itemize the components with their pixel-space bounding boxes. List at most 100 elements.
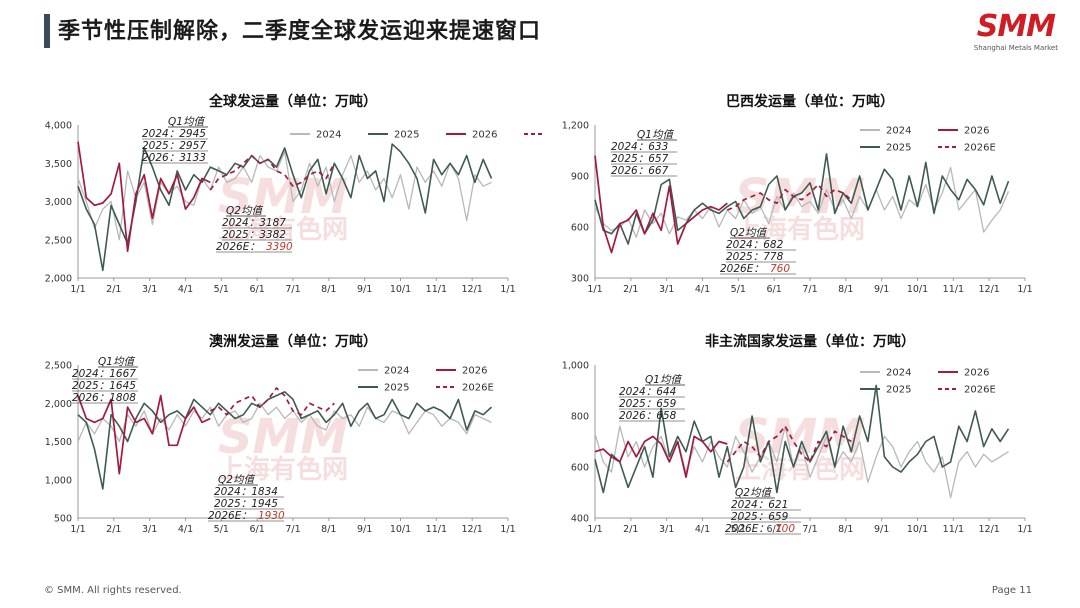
q2-value-line: 2024：621 <box>731 499 788 511</box>
watermark-text: 上海有色网 <box>218 454 348 485</box>
x-tick-label: 11/1 <box>426 284 447 295</box>
q1-label: Q1均值 <box>98 356 135 368</box>
x-tick-label: 6/1 <box>250 284 265 295</box>
q2-forecast-prefix: 2026E： <box>208 510 252 522</box>
y-tick-label: 2,000 <box>45 274 72 285</box>
y-tick-label: 1,000 <box>562 361 589 372</box>
q1-value-line: 2024：1667 <box>72 368 136 380</box>
x-tick-label: 7/1 <box>285 284 300 295</box>
q2-value-line: 2024：682 <box>726 239 784 251</box>
x-tick-label: 1/1 <box>587 524 602 535</box>
legend-label-2026: 2026 <box>472 130 497 141</box>
series-line-2026E <box>726 425 852 463</box>
q2-value-line: 2025：1945 <box>214 498 278 510</box>
chart-title: 非主流国家发运量（单位：万吨） <box>705 333 915 350</box>
x-tick-label: 1/1 <box>500 284 515 295</box>
y-tick-label: 1,200 <box>562 121 589 132</box>
x-tick-label: 5/1 <box>731 284 746 295</box>
x-tick-label: 9/1 <box>874 284 889 295</box>
y-tick-label: 600 <box>571 223 589 234</box>
legend-label-2026: 2026 <box>964 126 989 137</box>
legend-label-2026E: 2026E <box>964 143 996 154</box>
q2-value-line: 2024：3187 <box>222 217 286 229</box>
legend-label-2024: 2024 <box>886 126 911 137</box>
q1-value-line: 2025：657 <box>611 153 669 165</box>
x-tick-label: 1/1 <box>587 284 602 295</box>
q2-forecast-value: 760 <box>770 263 790 275</box>
x-tick-label: 10/1 <box>390 284 411 295</box>
q1-value-line: 2026：667 <box>611 165 669 177</box>
q2-value-line: 2024：1834 <box>214 486 278 498</box>
q2-forecast-prefix: 2026E： <box>216 241 260 253</box>
series-line-2026E <box>209 154 336 191</box>
y-tick-label: 400 <box>571 514 589 525</box>
legend-label-2025: 2025 <box>886 385 911 396</box>
series-line-2026 <box>77 394 211 475</box>
footer-page-number: Page 11 <box>991 585 1032 596</box>
x-tick-label: 9/1 <box>357 284 372 295</box>
x-tick-label: 5/1 <box>214 284 229 295</box>
series-line-2024 <box>77 402 492 443</box>
x-tick-label: 9/1 <box>874 524 889 535</box>
x-tick-label: 10/1 <box>907 524 928 535</box>
x-tick-label: 11/1 <box>943 284 964 295</box>
series-line-2025 <box>77 143 493 272</box>
q2-forecast-value: 1930 <box>258 510 285 522</box>
watermark-logo: SMM <box>218 409 348 465</box>
x-tick-label: 5/1 <box>731 524 746 535</box>
y-tick-label: 2,500 <box>45 235 72 246</box>
x-tick-label: 2/1 <box>106 284 121 295</box>
x-tick-label: 12/1 <box>461 524 482 535</box>
q1-value-line: 2026：1808 <box>72 392 136 404</box>
q1-value-line: 2024：2945 <box>142 128 206 140</box>
watermark-text: 上海有色网 <box>735 454 865 485</box>
x-tick-label: 12/1 <box>461 284 482 295</box>
legend-label-2024: 2024 <box>384 366 409 377</box>
q2-forecast-prefix: 2026E： <box>720 263 764 275</box>
x-tick-label: 5/1 <box>214 524 229 535</box>
q2-label: Q2均值 <box>218 474 255 486</box>
x-tick-label: 6/1 <box>767 284 782 295</box>
y-tick-label: 2,000 <box>45 399 72 410</box>
series-line-2025 <box>77 390 493 490</box>
x-tick-label: 1/1 <box>1017 284 1032 295</box>
legend-label-2026E: 2026E <box>964 385 996 396</box>
x-tick-label: 3/1 <box>142 284 157 295</box>
y-tick-label: 1,500 <box>45 437 72 448</box>
x-tick-label: 6/1 <box>250 524 265 535</box>
x-tick-label: 11/1 <box>426 524 447 535</box>
x-tick-label: 9/1 <box>357 524 372 535</box>
chart-panel-brazil: SMM 上海有色网 巴西发运量（单位：万吨） 300 600 900 1,200 1/1 2/1… <box>545 88 1065 333</box>
x-tick-label: 3/1 <box>659 524 674 535</box>
x-tick-label: 8/1 <box>321 524 336 535</box>
watermark-logo: SMM <box>735 169 865 225</box>
watermark-text: 上海有色网 <box>735 214 865 245</box>
x-tick-label: 1/1 <box>1017 524 1032 535</box>
chart-title: 巴西发运量（单位：万吨） <box>726 93 894 110</box>
chart-title: 澳洲发运量（单位：万吨） <box>209 333 377 350</box>
q2-forecast-value: 3390 <box>266 241 293 253</box>
series-line-2024 <box>77 151 492 241</box>
y-tick-label: 3,500 <box>45 159 72 170</box>
footer-copyright: © SMM. All rights reserved. <box>44 585 182 596</box>
x-tick-label: 3/1 <box>142 524 157 535</box>
q1-value-line: 2025：1645 <box>72 380 136 392</box>
q2-forecast-prefix: 2026E： <box>725 523 769 535</box>
q2-label: Q2均值 <box>735 487 772 499</box>
x-tick-label: 8/1 <box>838 284 853 295</box>
legend-label-2024: 2024 <box>316 130 341 141</box>
y-tick-label: 300 <box>571 274 589 285</box>
y-tick-label: 3,000 <box>45 197 72 208</box>
q1-value-line: 2025：659 <box>619 398 677 410</box>
title-accent-bar <box>44 14 50 48</box>
legend-label-2025: 2025 <box>384 383 409 394</box>
x-tick-label: 10/1 <box>907 284 928 295</box>
q2-forecast-value: 700 <box>775 523 795 535</box>
legend-label-2026: 2026 <box>964 368 989 379</box>
x-tick-label: 4/1 <box>695 284 710 295</box>
x-tick-label: 4/1 <box>178 284 193 295</box>
chart-svg: SMM上海有色网非主流国家发运量（单位：万吨）4006008001,0001/1… <box>562 333 1033 535</box>
series-line-2026E <box>209 387 335 416</box>
x-tick-label: 8/1 <box>838 524 853 535</box>
